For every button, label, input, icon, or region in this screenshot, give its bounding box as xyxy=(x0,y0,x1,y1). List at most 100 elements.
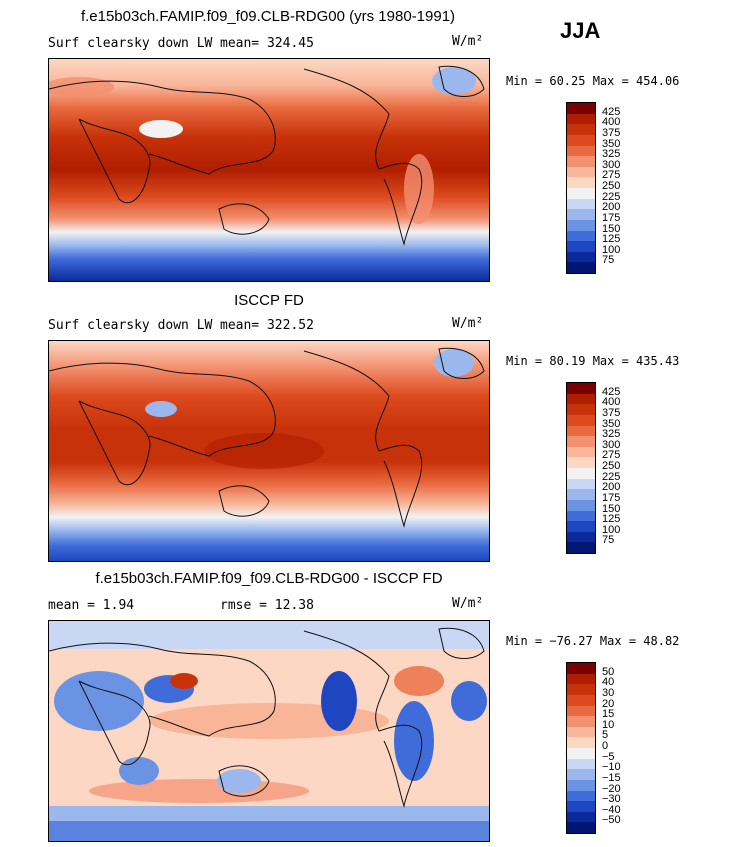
panel-2-title: ISCCP FD xyxy=(234,292,304,309)
colorbar-swatch xyxy=(567,779,595,791)
colorbar-swatch xyxy=(567,822,595,833)
panel-3-minmax: Min = −76.27 Max = 48.82 xyxy=(506,634,680,648)
colorbar-swatch xyxy=(567,113,595,125)
colorbar-tick-label: 250 xyxy=(602,460,621,472)
colorbar-swatch xyxy=(567,499,595,511)
colorbar-tick-label: −40 xyxy=(602,803,621,816)
season-label: JJA xyxy=(560,18,601,43)
panel-2-colorbar xyxy=(566,382,596,554)
colorbar-tick-label: 5 xyxy=(602,729,609,742)
panel-2-units: W/m² xyxy=(452,316,484,331)
colorbar-tick-label: 275 xyxy=(602,449,621,462)
colorbar-swatch xyxy=(567,145,595,157)
colorbar-swatch xyxy=(567,769,595,780)
colorbar-swatch xyxy=(567,241,595,252)
colorbar-tick-label: 275 xyxy=(602,169,621,182)
colorbar-swatch xyxy=(567,748,595,759)
panel-2-colorbar-ticks: 425 400 375 350 325 300 275 250 225 200 175 150 125 1… xyxy=(602,382,642,554)
colorbar-swatch xyxy=(567,166,595,178)
panel-2-map xyxy=(48,340,490,562)
colorbar-tick-label: 10 xyxy=(602,718,615,731)
panel-3-map-field xyxy=(49,621,489,841)
colorbar-tick-label: 325 xyxy=(602,428,621,441)
colorbar-swatch xyxy=(567,156,595,167)
colorbar-tick-label: 175 xyxy=(602,491,621,504)
colorbar-tick-label: 425 xyxy=(602,105,621,118)
colorbar-tick-label: 250 xyxy=(602,180,621,192)
panel-2-field-label: Surf clearsky down LW xyxy=(48,318,213,333)
colorbar-swatch xyxy=(567,684,595,695)
colorbar-tick-label: 175 xyxy=(602,211,621,224)
colorbar-swatch xyxy=(567,188,595,199)
colorbar-tick-label: −50 xyxy=(602,814,621,827)
colorbar-tick-label: 225 xyxy=(602,190,621,203)
colorbar-swatch xyxy=(567,124,595,135)
panel-3-mean: mean = 1.94 xyxy=(48,598,135,613)
panel-3-rmse: rmse = 12.38 xyxy=(220,598,314,613)
colorbar-swatch xyxy=(567,251,595,263)
colorbar-swatch xyxy=(567,393,595,405)
panel-1-title: f.e15b03ch.FAMIP.f09_f09.CLB-RDG00 (yrs … xyxy=(80,8,456,25)
colorbar-swatch xyxy=(567,726,595,738)
colorbar-swatch xyxy=(567,446,595,458)
colorbar-swatch xyxy=(567,262,595,273)
colorbar-swatch xyxy=(567,209,595,220)
colorbar-tick-label: 400 xyxy=(602,396,621,409)
colorbar-tick-label: 75 xyxy=(602,254,615,267)
colorbar-tick-label: 40 xyxy=(602,676,615,689)
colorbar-tick-label: 200 xyxy=(602,481,621,494)
colorbar-tick-label: 100 xyxy=(602,243,621,256)
colorbar-swatch xyxy=(567,716,595,727)
colorbar-swatch xyxy=(567,521,595,532)
panel-3-units: W/m² xyxy=(452,596,484,611)
colorbar-swatch xyxy=(567,705,595,717)
colorbar-swatch xyxy=(567,383,595,394)
colorbar-swatch xyxy=(567,103,595,114)
panel-1-units: W/m² xyxy=(452,34,484,49)
colorbar-swatch xyxy=(567,737,595,748)
panel-2-mean: mean= 322.52 xyxy=(220,318,314,333)
colorbar-tick-label: 125 xyxy=(602,233,621,246)
colorbar-swatch xyxy=(567,531,595,543)
panel-3-colorbar xyxy=(566,662,596,834)
panel-1-field-label: Surf clearsky down LW xyxy=(48,36,213,51)
colorbar-swatch xyxy=(567,436,595,447)
colorbar-tick-label: 30 xyxy=(602,686,615,699)
colorbar-swatch xyxy=(567,198,595,210)
colorbar-swatch xyxy=(567,542,595,553)
panel-1-colorbar xyxy=(566,102,596,274)
colorbar-swatch xyxy=(567,811,595,823)
colorbar-swatch xyxy=(567,425,595,437)
panel-1-mean: mean= 324.45 xyxy=(220,36,314,51)
panel-1-colorbar-ticks: 425 400 375 350 325 300 275 250 225 200 175 150 125 1… xyxy=(602,102,642,274)
colorbar-tick-label: −15 xyxy=(602,771,621,784)
colorbar-tick-label: 150 xyxy=(602,222,621,235)
colorbar-tick-label: 75 xyxy=(602,534,615,547)
colorbar-swatch xyxy=(567,478,595,490)
colorbar-tick-label: 400 xyxy=(602,116,621,129)
colorbar-swatch xyxy=(567,694,595,706)
colorbar-tick-label: −10 xyxy=(602,761,621,774)
colorbar-tick-label: 375 xyxy=(602,126,621,139)
colorbar-tick-label: 425 xyxy=(602,385,621,398)
colorbar-tick-label: 375 xyxy=(602,406,621,419)
colorbar-tick-label: 225 xyxy=(602,470,621,483)
colorbar-swatch xyxy=(567,663,595,674)
colorbar-tick-label: 150 xyxy=(602,502,621,515)
colorbar-swatch xyxy=(567,489,595,500)
colorbar-tick-label: 0 xyxy=(602,740,609,752)
colorbar-swatch xyxy=(567,673,595,685)
colorbar-swatch xyxy=(567,790,595,802)
colorbar-swatch xyxy=(567,404,595,415)
panel-3-colorbar-ticks: 50 40 30 20 15 10 5 0 −5 −10 −15 −20 −30 −40 −50 xyxy=(602,662,642,834)
panel-2-map-field xyxy=(49,341,489,561)
colorbar-tick-label: 50 xyxy=(602,665,615,678)
colorbar-tick-label: 100 xyxy=(602,523,621,536)
colorbar-tick-label: 350 xyxy=(602,417,621,430)
colorbar-tick-label: −5 xyxy=(602,750,615,763)
panel-3-map xyxy=(48,620,490,842)
panel-1-map-field xyxy=(49,59,489,281)
colorbar-swatch xyxy=(567,177,595,188)
colorbar-tick-label: 125 xyxy=(602,513,621,526)
panel-3-title: f.e15b03ch.FAMIP.f09_f09.CLB-RDG00 - ISC… xyxy=(95,570,443,587)
